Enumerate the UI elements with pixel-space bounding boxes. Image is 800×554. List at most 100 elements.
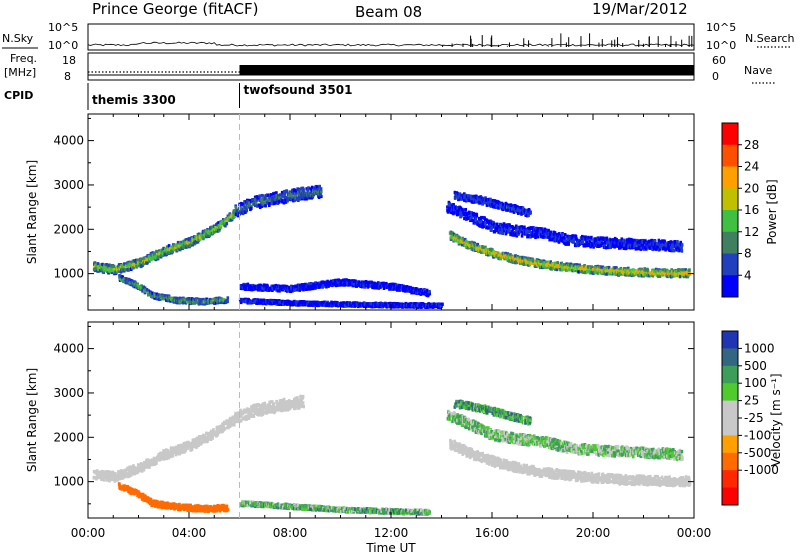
data-point <box>572 237 576 242</box>
data-point <box>467 210 471 214</box>
data-point <box>637 243 641 247</box>
data-point <box>549 230 552 234</box>
data-point <box>490 225 494 229</box>
data-point <box>309 191 312 195</box>
data-point <box>218 298 222 303</box>
data-point <box>260 201 263 205</box>
data-point <box>589 270 593 275</box>
data-point <box>377 281 380 285</box>
data-point <box>289 195 293 199</box>
data-point <box>622 243 626 247</box>
data-point <box>302 288 305 292</box>
data-point <box>536 235 540 239</box>
data-point <box>509 253 512 257</box>
data-point <box>188 241 192 245</box>
data-point <box>320 190 323 194</box>
data-point <box>242 211 245 215</box>
data-point <box>199 298 203 302</box>
data-point <box>574 268 578 273</box>
data-point <box>370 280 373 285</box>
data-point <box>182 243 186 248</box>
data-point <box>470 194 473 199</box>
data-point <box>484 217 487 222</box>
data-point <box>615 266 618 270</box>
data-point <box>148 259 151 263</box>
data-point <box>223 221 226 226</box>
data-point <box>234 206 238 210</box>
data-point <box>417 288 421 292</box>
data-point <box>671 274 675 278</box>
data-point <box>152 256 155 261</box>
data-point <box>168 251 171 255</box>
data-point <box>476 245 480 249</box>
data-point <box>101 262 104 267</box>
data-point <box>653 271 656 275</box>
data-point <box>553 234 556 238</box>
data-point <box>283 189 287 194</box>
data-point <box>186 300 189 304</box>
data-point <box>484 222 487 226</box>
data-point <box>286 199 289 203</box>
data-point <box>487 248 491 252</box>
data-point <box>624 239 628 243</box>
data-point <box>340 304 343 308</box>
freq-label: Freq. <box>10 52 37 65</box>
data-point <box>574 235 578 239</box>
data-point <box>447 209 451 213</box>
data-point <box>277 196 281 200</box>
data-point <box>266 284 269 289</box>
data-point <box>622 246 626 250</box>
data-point <box>472 213 476 217</box>
data-point <box>199 236 203 240</box>
data-point <box>572 240 575 244</box>
data-point <box>650 247 654 251</box>
data-point <box>128 262 132 267</box>
data-point <box>174 300 178 304</box>
data-point <box>515 224 518 228</box>
data-point <box>649 271 653 275</box>
data-point <box>368 284 371 288</box>
data-point <box>393 305 396 309</box>
data-point <box>661 273 665 277</box>
data-point <box>536 227 539 231</box>
data-point <box>586 265 590 269</box>
data-point <box>298 192 301 196</box>
data-point <box>167 244 171 248</box>
data-point <box>292 199 295 203</box>
cpid-strip: CPID themis 3300 twofsound 3501 <box>4 83 352 110</box>
data-point <box>260 193 264 198</box>
data-point <box>379 284 383 289</box>
data-point <box>292 189 296 193</box>
data-point <box>315 185 319 189</box>
data-point <box>268 198 272 202</box>
data-point <box>484 245 487 249</box>
data-point <box>486 226 490 230</box>
data-point <box>208 229 212 233</box>
data-point <box>530 261 534 265</box>
data-point <box>415 287 419 291</box>
data-point <box>186 238 189 242</box>
data-point <box>150 257 154 261</box>
data-point <box>429 302 432 307</box>
data-point <box>111 268 114 273</box>
data-point <box>402 288 405 292</box>
data-point <box>475 247 479 251</box>
data-point <box>631 271 635 275</box>
data-point <box>592 245 595 249</box>
data-point <box>475 214 478 218</box>
data-point <box>672 249 676 253</box>
data-point <box>419 288 423 292</box>
data-point <box>307 186 310 190</box>
data-point <box>655 245 659 249</box>
data-point <box>631 243 634 247</box>
data-point <box>143 286 147 290</box>
data-point <box>593 243 597 247</box>
data-point <box>302 188 305 192</box>
data-point <box>594 266 598 270</box>
data-point <box>218 300 221 305</box>
data-point <box>670 268 673 272</box>
data-point <box>176 240 180 245</box>
data-point <box>254 201 258 205</box>
data-point <box>304 302 308 307</box>
data-point <box>263 201 266 206</box>
